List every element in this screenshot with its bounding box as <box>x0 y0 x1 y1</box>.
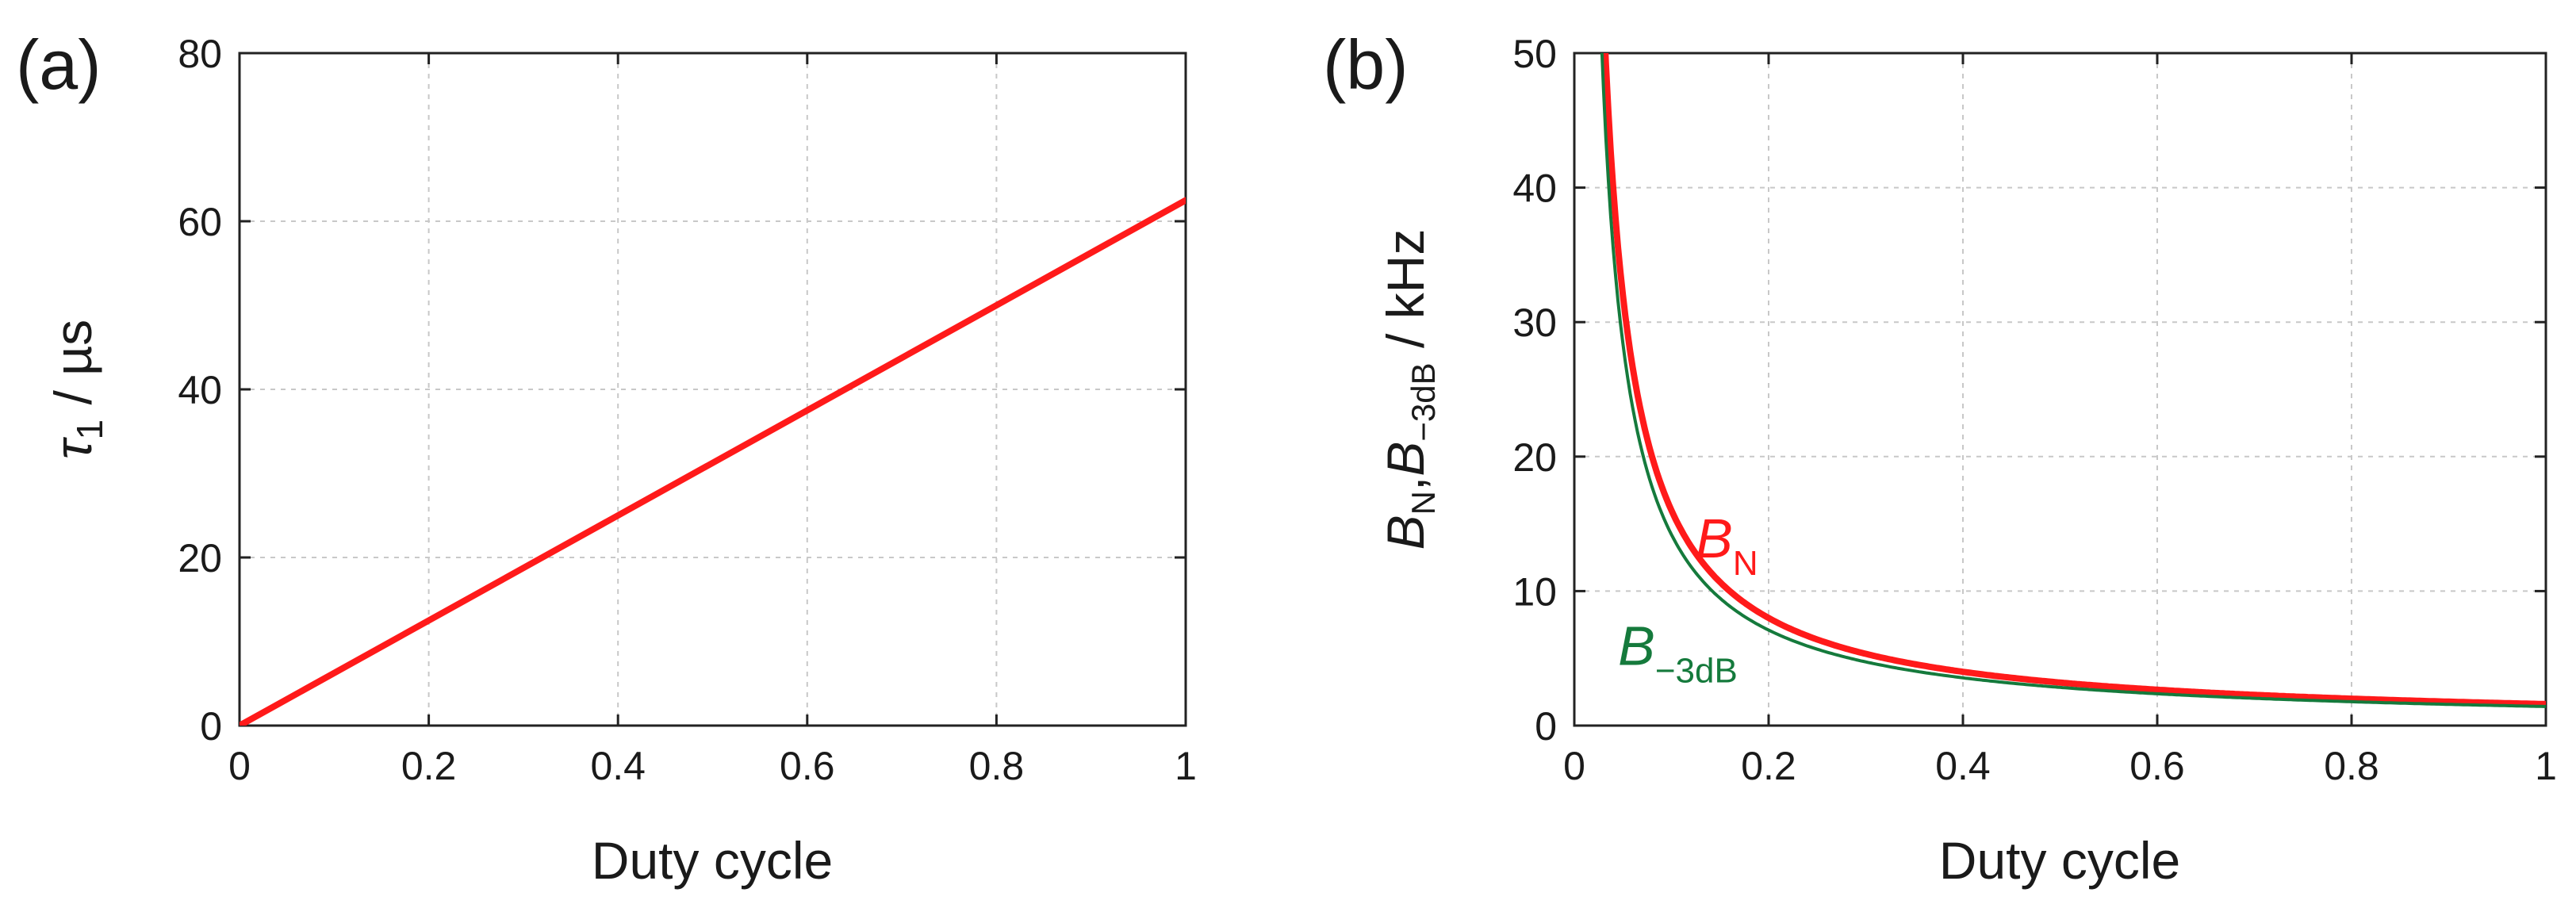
y-tick-label: 10 <box>1512 569 1557 614</box>
series-line-b-3db <box>1600 53 2546 708</box>
x-tick-label: 1 <box>1175 744 1197 788</box>
y-title-b3db-sub: −3dB <box>1405 362 1442 441</box>
y-tick-label: 80 <box>178 32 222 76</box>
panel-b-plot-frame <box>1573 52 2547 727</box>
x-tick-label: 0.4 <box>1935 744 1991 788</box>
panel-b-annotations: BNB−3dB <box>1618 508 1758 691</box>
y-title-comma: , <box>1376 477 1435 491</box>
panel-b-y-axis-title: BN,B−3dB / kHz <box>1376 229 1442 550</box>
y-tick-label: 40 <box>178 368 222 412</box>
y-tick-label: 20 <box>178 536 222 580</box>
panel-b-x-axis-title: Duty cycle <box>1939 831 2180 890</box>
x-tick-label: 0.6 <box>2129 744 2185 788</box>
panel-a-series <box>240 197 1186 726</box>
x-tick-label: 0.8 <box>2324 744 2379 788</box>
x-tick-label: 0.8 <box>969 744 1025 788</box>
y-tick-label: 0 <box>1535 704 1557 749</box>
x-tick-label: 0.2 <box>1741 744 1796 788</box>
x-tick-label: 1 <box>2535 744 2557 788</box>
y-tick-label: 60 <box>178 200 222 244</box>
y-title-bn-main: B <box>1376 515 1435 550</box>
panel-a-label: (a) <box>16 25 102 104</box>
annotation-main: B <box>1696 508 1733 569</box>
x-tick-label: 0.4 <box>590 744 646 788</box>
series-line-tau1 <box>240 197 1186 726</box>
panel-a-gridlines <box>240 53 1186 726</box>
x-tick-label: 0 <box>228 744 251 788</box>
y-tick-label: 20 <box>1512 435 1557 480</box>
y-tick-label: 50 <box>1512 32 1557 76</box>
x-tick-label: 0.2 <box>401 744 457 788</box>
annotation-sub: −3dB <box>1655 652 1738 691</box>
series-annotation-b-n: BN <box>1696 508 1758 583</box>
x-tick-label: 0.6 <box>780 744 835 788</box>
x-tick-label: 0 <box>1563 744 1585 788</box>
annotation-sub: N <box>1733 544 1758 583</box>
panel-b-y-tick-labels: 0 10 20 30 40 50 <box>1512 32 1557 749</box>
panel-a-x-axis-title: Duty cycle <box>592 831 833 890</box>
y-title-unit: / µs <box>44 320 102 419</box>
y-title-tau: τ <box>44 436 102 459</box>
panel-a-y-axis-title: τ1 / µs <box>44 320 110 459</box>
panel-a-y-tick-labels: 0 20 40 60 80 <box>178 32 222 749</box>
y-tick-label: 40 <box>1512 167 1557 211</box>
panel-a-tick-marks <box>238 52 1187 727</box>
panel-b-gridlines <box>1574 53 2546 726</box>
panel-b-x-tick-labels: 0 0.2 0.4 0.6 0.8 1 <box>1563 744 2557 788</box>
y-title-b3db-main: B <box>1376 442 1435 477</box>
y-tick-label: 30 <box>1512 301 1557 345</box>
annotation-main: B <box>1618 615 1655 677</box>
y-tick-label: 0 <box>200 704 222 749</box>
panel-b-series <box>1600 53 2546 708</box>
panel-b-tick-marks <box>1573 52 2547 727</box>
y-title-bn-sub: N <box>1405 491 1442 515</box>
series-line-b-n <box>1602 53 2546 707</box>
panel-a-x-tick-labels: 0 0.2 0.4 0.6 0.8 1 <box>228 744 1197 788</box>
y-title-tau-sub: 1 <box>69 419 110 440</box>
panel-b-label: (b) <box>1323 25 1409 104</box>
series-annotation-b-3db: B−3dB <box>1618 615 1738 691</box>
y-title-unit: / kHz <box>1376 229 1435 363</box>
